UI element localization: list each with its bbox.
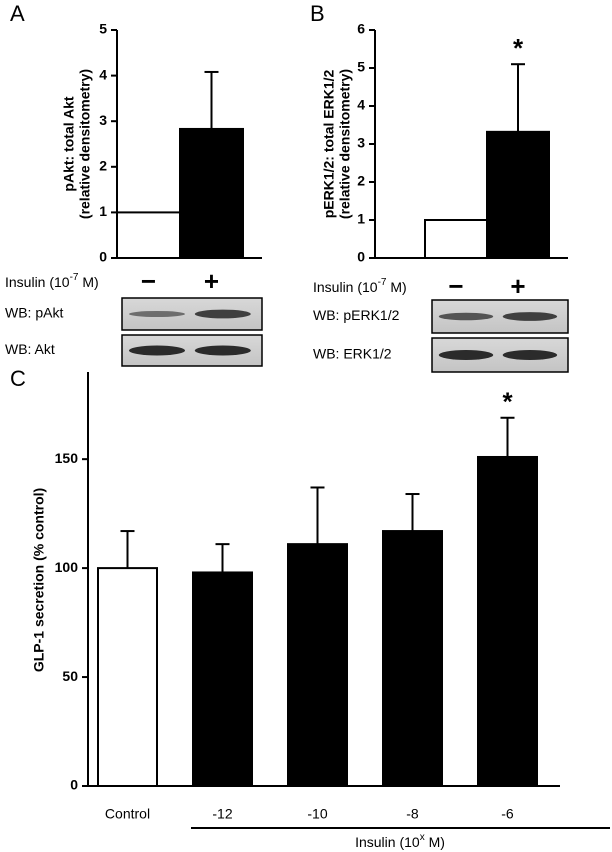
- panel-label: A: [10, 1, 25, 26]
- y-axis-label: pERK1/2: total ERK1/2: [321, 69, 337, 218]
- blot-label: WB: Akt: [5, 341, 55, 357]
- y-tick-label: 5: [99, 21, 107, 37]
- y-tick-label: 4: [99, 66, 107, 82]
- y-tick-label: 0: [99, 249, 107, 265]
- bar: [382, 530, 443, 788]
- bar: [486, 130, 550, 259]
- x-tick-label: +: [204, 266, 219, 296]
- bar: [192, 571, 253, 787]
- bar: [477, 455, 538, 787]
- y-axis-label: GLP-1 secretion (% control): [31, 488, 47, 672]
- blot-band: [194, 345, 251, 356]
- significance-mark: *: [502, 387, 513, 417]
- x-axis-label-part: -7: [378, 277, 387, 288]
- x-tick-label: -6: [501, 806, 514, 822]
- y-tick-label: 0: [70, 777, 78, 793]
- x-axis-label-part: -7: [70, 272, 79, 283]
- x-tick-label: −: [141, 266, 156, 296]
- x-axis-label-part: M): [387, 279, 407, 295]
- blot-band: [502, 312, 558, 321]
- y-tick-label: 3: [99, 112, 107, 128]
- error-bar: [120, 530, 135, 569]
- blot-band: [438, 350, 494, 360]
- y-tick-label: 1: [357, 211, 365, 227]
- x-axis-label-part: M): [425, 834, 445, 850]
- y-tick-label: 6: [357, 21, 365, 37]
- x-tick-label: +: [510, 271, 525, 301]
- blot-band: [502, 350, 558, 360]
- x-axis-label-part: M): [79, 274, 99, 290]
- blot-band: [194, 309, 251, 319]
- y-tick-label: 3: [357, 135, 365, 151]
- significance-mark: *: [513, 33, 524, 63]
- blot-label: WB: pERK1/2: [313, 307, 400, 323]
- blot-band: [129, 345, 185, 356]
- y-tick-label: 50: [62, 668, 78, 684]
- bar: [179, 127, 244, 259]
- bar: [116, 211, 181, 259]
- x-axis-label: Insulin (10-7 M): [5, 272, 99, 290]
- error-bar: [405, 493, 420, 532]
- x-tick-label: −: [448, 271, 463, 301]
- y-tick-label: 1: [99, 203, 107, 219]
- panel-label: C: [10, 366, 26, 391]
- y-tick-label: 150: [55, 450, 79, 466]
- x-axis-label: Insulin (10x M): [355, 832, 445, 850]
- x-axis-label-part: Insulin (10: [5, 274, 70, 290]
- error-bar: [204, 70, 219, 129]
- y-tick-label: 2: [99, 158, 107, 174]
- error-bar: [511, 63, 525, 132]
- blot-band: [129, 310, 185, 318]
- x-axis-label-part: Insulin (10: [355, 834, 420, 850]
- error-bar: [215, 543, 230, 573]
- blot-band: [438, 312, 494, 321]
- x-tick-label: -12: [212, 806, 232, 822]
- x-tick-label: Control: [105, 806, 150, 822]
- x-axis-label-part: x: [420, 832, 425, 843]
- y-axis-label: (relative densitometry): [77, 69, 93, 219]
- x-tick-label: -10: [307, 806, 327, 822]
- blot-label: WB: pAkt: [5, 305, 63, 321]
- panel-label: B: [310, 1, 325, 26]
- y-axis-label: pAkt: total Akt: [61, 96, 77, 191]
- error-bar: [310, 486, 325, 545]
- blot-label: WB: ERK1/2: [313, 346, 392, 362]
- bar: [287, 543, 348, 787]
- bar: [424, 219, 488, 259]
- y-axis-label: (relative densitometry): [337, 69, 353, 219]
- y-tick-label: 100: [55, 559, 79, 575]
- x-axis-label: Insulin (10-7 M): [313, 277, 407, 295]
- y-tick-label: 0: [357, 249, 365, 265]
- bar: [97, 567, 158, 788]
- x-tick-label: -8: [406, 806, 419, 822]
- error-bar: [500, 416, 515, 457]
- y-tick-label: 4: [357, 97, 365, 113]
- y-tick-label: 2: [357, 173, 365, 189]
- y-tick-label: 5: [357, 59, 365, 75]
- x-axis-label-part: Insulin (10: [313, 279, 378, 295]
